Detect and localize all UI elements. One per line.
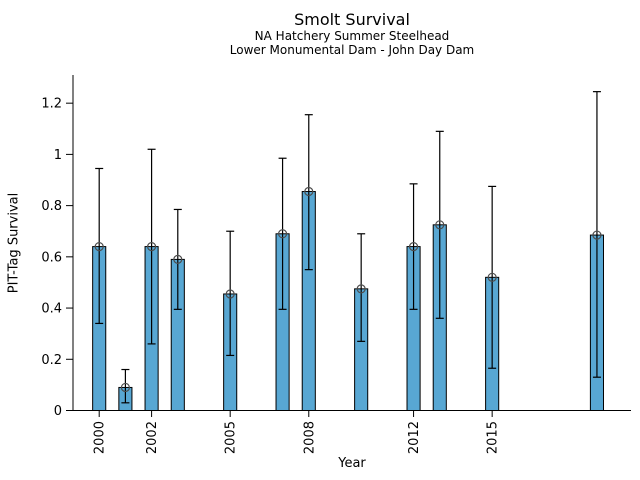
point-marker-2001 — [120, 382, 130, 393]
y-tick-label-0.2: 0.2 — [41, 353, 62, 368]
chart-title: Smolt Survival — [294, 10, 410, 29]
chart-title-block: Smolt Survival NA Hatchery Summer Steelh… — [73, 10, 631, 57]
chart-subtitle-line1: NA Hatchery Summer Steelhead — [254, 29, 450, 43]
x-tick-label-2012: 2012 — [407, 421, 422, 454]
point-marker-2008 — [304, 186, 314, 197]
x-tick-label-2008: 2008 — [302, 421, 317, 454]
point-marker-2010 — [356, 284, 366, 294]
point-marker-2015 — [487, 272, 497, 282]
y-tick-label-0.6: 0.6 — [41, 250, 62, 265]
point-marker-2013 — [435, 220, 445, 230]
x-tick-label-2015: 2015 — [486, 421, 501, 454]
point-marker-2003 — [173, 254, 183, 264]
point-marker-2019 — [592, 230, 602, 240]
x-tick-label-2002: 2002 — [145, 421, 160, 454]
y-tick-label-0.4: 0.4 — [41, 302, 62, 317]
point-marker-2000 — [94, 241, 104, 252]
y-tick-label-0: 0 — [54, 404, 62, 419]
point-marker-2002 — [146, 241, 157, 252]
point-marker-2005 — [225, 289, 235, 299]
y-tick-label-0.8: 0.8 — [41, 199, 62, 214]
x-axis-label: Year — [338, 456, 366, 471]
x-tick-label-2000: 2000 — [93, 421, 108, 454]
y-tick-label-1: 1 — [54, 148, 62, 163]
point-marker-2012 — [408, 241, 419, 252]
x-tick-label-2005: 2005 — [224, 421, 239, 454]
y-tick-label-1.2: 1.2 — [41, 97, 62, 112]
point-marker-2007 — [277, 229, 288, 239]
chart-subtitle-line2: Lower Monumental Dam - John Day Dam — [229, 43, 475, 57]
